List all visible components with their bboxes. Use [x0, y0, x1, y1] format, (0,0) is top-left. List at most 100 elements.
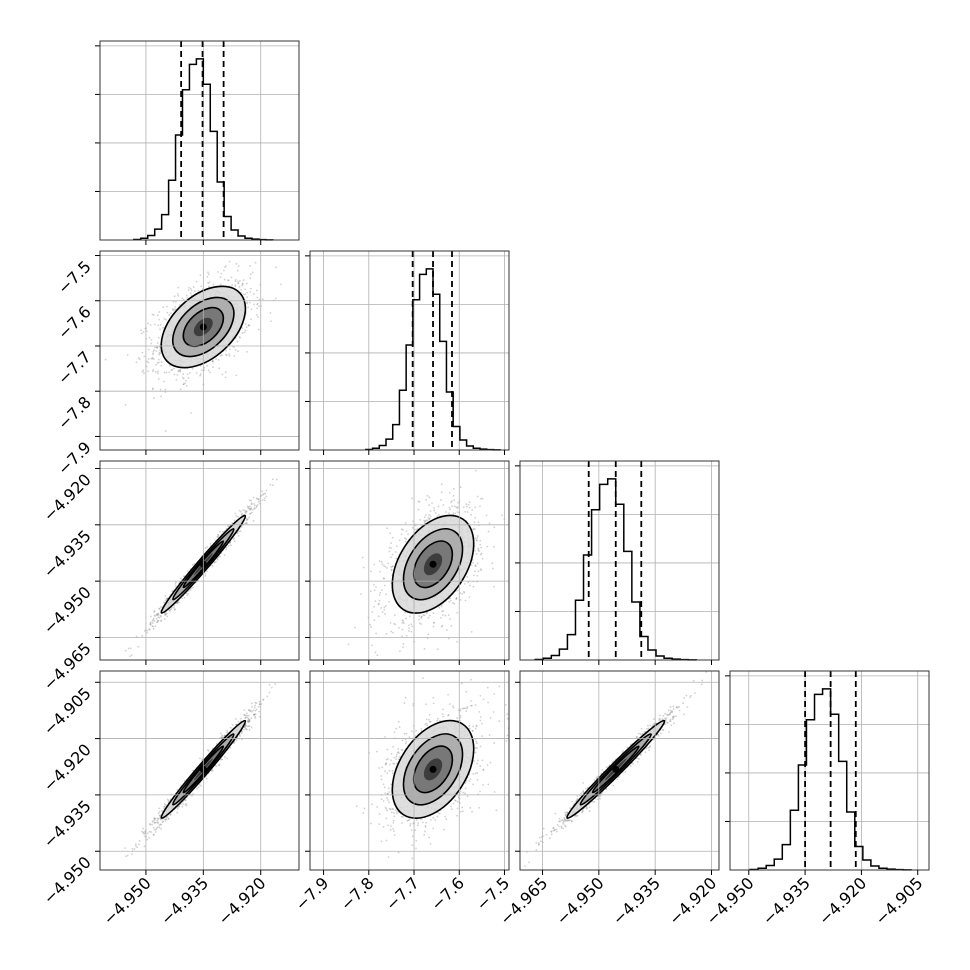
sample-point [258, 705, 260, 708]
sample-point [152, 618, 155, 621]
sample-point [248, 301, 251, 304]
sample-point [378, 560, 381, 563]
sample-point [166, 798, 169, 801]
sample-point [183, 575, 185, 578]
sample-point [173, 604, 176, 607]
sample-point [215, 560, 217, 563]
sample-point [247, 717, 250, 720]
sample-point [471, 509, 474, 511]
sample-point [387, 562, 390, 565]
sample-point [440, 616, 442, 619]
sample-point [455, 597, 458, 600]
sample-point [160, 828, 163, 830]
sample-point [473, 528, 476, 531]
sample-point [129, 647, 132, 650]
sample-point [185, 294, 188, 297]
sample-point [138, 358, 141, 361]
sample-point [246, 518, 248, 521]
sample-point [426, 494, 429, 497]
sample-point [159, 614, 162, 617]
sample-point [130, 654, 133, 656]
sample-point [252, 519, 255, 522]
sample-point [234, 512, 237, 515]
sample-point [165, 597, 168, 600]
sample-point [242, 293, 245, 296]
sample-point [408, 627, 411, 630]
sample-point [186, 296, 189, 299]
sample-point [246, 720, 249, 723]
sample-point [221, 734, 224, 737]
sample-point [371, 611, 374, 613]
sample-point [501, 514, 504, 517]
sample-point [423, 519, 425, 522]
sample-point [156, 621, 159, 623]
sample-point [235, 262, 238, 265]
sample-point [160, 606, 162, 608]
sample-point [380, 560, 383, 563]
sample-point [373, 606, 375, 608]
sample-point [433, 621, 435, 624]
sample-point [179, 369, 181, 372]
sample-point [224, 376, 227, 379]
sample-point [176, 807, 179, 810]
sample-point [247, 306, 250, 309]
sample-point [390, 556, 392, 559]
sample-point [152, 313, 155, 316]
sample-point [247, 324, 250, 327]
sample-point [187, 289, 190, 291]
sample-point [174, 585, 177, 588]
sample-point [152, 369, 155, 371]
sample-point [221, 373, 224, 376]
sample-point [225, 265, 227, 267]
sample-point [124, 649, 127, 652]
sample-point [249, 265, 252, 267]
sample-point [255, 505, 258, 508]
sample-point [248, 719, 251, 721]
sample-point [169, 608, 172, 611]
sample-point [249, 277, 252, 280]
sample-point [170, 312, 172, 314]
sample-point [457, 501, 459, 504]
sample-point [238, 509, 241, 512]
sample-point [152, 826, 155, 829]
sample-point [156, 342, 159, 344]
sample-point [208, 281, 211, 284]
sample-point [428, 614, 431, 617]
sample-point [389, 621, 392, 624]
sample-point [253, 504, 256, 507]
sample-point [456, 589, 459, 592]
sample-point [163, 601, 165, 604]
sample-point [157, 619, 159, 622]
sample-point [405, 617, 407, 620]
sample-point [223, 269, 225, 272]
sample-point [425, 499, 427, 501]
sample-point [244, 511, 247, 513]
sample-point [182, 373, 185, 376]
sample-point [242, 509, 245, 511]
sample-point [153, 610, 156, 613]
sample-point [244, 724, 247, 727]
sample-point [168, 609, 171, 612]
sample-point [478, 550, 480, 553]
sample-point [457, 506, 459, 508]
sample-point [449, 597, 452, 600]
sample-point [152, 352, 155, 355]
sample-point [165, 598, 168, 600]
sample-point [152, 628, 155, 630]
sample-point [245, 519, 248, 522]
sample-point [163, 380, 165, 383]
sample-point [195, 372, 198, 374]
sample-point [159, 328, 161, 331]
sample-point [449, 599, 452, 602]
sample-point [246, 714, 248, 717]
sample-point [472, 561, 474, 564]
sample-point [188, 372, 191, 374]
sample-point [219, 283, 222, 286]
sample-point [247, 507, 250, 510]
sample-point [464, 582, 466, 585]
sample-point [234, 278, 237, 281]
sample-point [240, 511, 242, 513]
sample-point [141, 635, 144, 637]
sample-point [474, 516, 477, 519]
sample-point [476, 539, 478, 542]
